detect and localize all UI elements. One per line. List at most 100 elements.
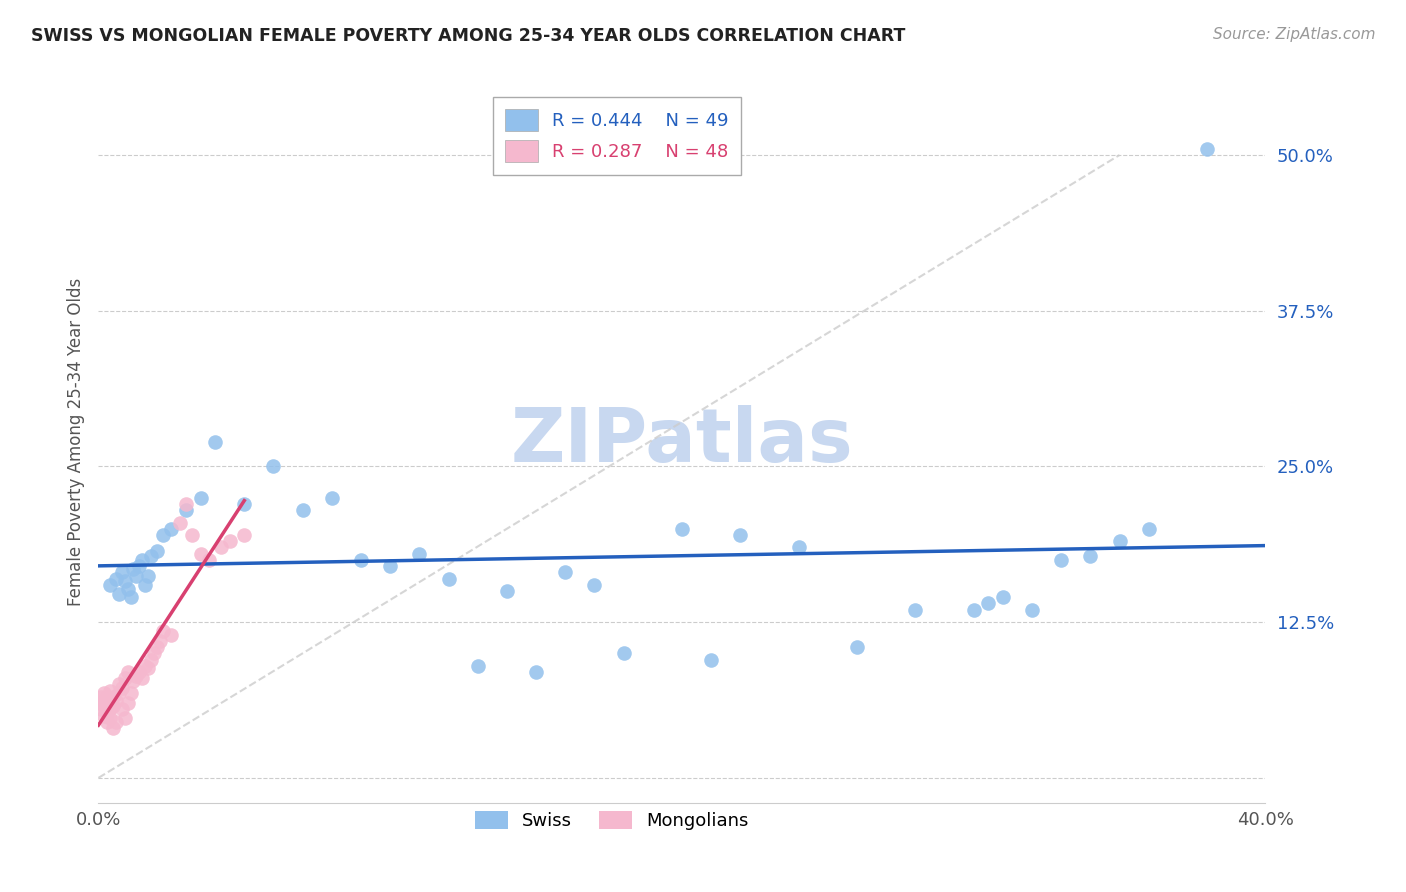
- Point: [730, 528, 752, 542]
- Point: [1137, 522, 1160, 536]
- Point: [111, 566, 134, 580]
- Point: [98, 578, 121, 592]
- Y-axis label: Female Poverty Among 25-34 Year Olds: Female Poverty Among 25-34 Year Olds: [66, 277, 84, 606]
- Point: [114, 671, 136, 685]
- Point: [136, 569, 159, 583]
- Point: [96, 706, 118, 720]
- Point: [120, 591, 142, 605]
- Point: [1195, 142, 1218, 156]
- Point: [142, 646, 165, 660]
- Point: [152, 624, 174, 638]
- Point: [846, 640, 869, 654]
- Point: [408, 547, 430, 561]
- Point: [700, 652, 723, 666]
- Point: [122, 673, 145, 688]
- Point: [180, 528, 202, 542]
- Point: [108, 586, 131, 600]
- Point: [128, 559, 150, 574]
- Point: [93, 708, 115, 723]
- Point: [209, 541, 232, 555]
- Point: [96, 696, 118, 710]
- Point: [104, 714, 127, 729]
- Point: [1050, 553, 1073, 567]
- Point: [117, 696, 139, 710]
- Point: [233, 528, 256, 542]
- Point: [111, 681, 134, 696]
- Point: [1108, 534, 1130, 549]
- Point: [146, 640, 169, 654]
- Point: [104, 572, 127, 586]
- Point: [204, 434, 226, 449]
- Point: [128, 665, 150, 679]
- Point: [146, 544, 169, 558]
- Text: Source: ZipAtlas.com: Source: ZipAtlas.com: [1212, 27, 1375, 42]
- Point: [152, 528, 174, 542]
- Point: [98, 683, 121, 698]
- Point: [787, 541, 810, 555]
- Point: [98, 711, 121, 725]
- Point: [114, 574, 136, 588]
- Point: [134, 658, 156, 673]
- Point: [117, 665, 139, 679]
- Point: [291, 503, 314, 517]
- Point: [139, 549, 162, 563]
- Point: [101, 721, 124, 735]
- Point: [101, 690, 124, 704]
- Point: [190, 547, 212, 561]
- Point: [321, 491, 343, 505]
- Point: [583, 578, 606, 592]
- Point: [174, 503, 197, 517]
- Text: ZIPatlas: ZIPatlas: [510, 405, 853, 478]
- Point: [93, 693, 115, 707]
- Point: [122, 561, 145, 575]
- Point: [131, 671, 153, 685]
- Point: [218, 534, 240, 549]
- Point: [380, 559, 402, 574]
- Point: [98, 702, 121, 716]
- Point: [524, 665, 547, 679]
- Point: [149, 633, 172, 648]
- Point: [93, 698, 115, 713]
- Point: [120, 686, 142, 700]
- Point: [467, 658, 489, 673]
- Point: [96, 714, 118, 729]
- Point: [125, 669, 148, 683]
- Point: [904, 603, 927, 617]
- Point: [117, 582, 139, 596]
- Point: [962, 603, 984, 617]
- Point: [90, 702, 112, 716]
- Point: [1080, 549, 1102, 563]
- Point: [174, 497, 197, 511]
- Point: [125, 569, 148, 583]
- Point: [160, 522, 183, 536]
- Point: [139, 652, 162, 666]
- Legend: Swiss, Mongolians: Swiss, Mongolians: [468, 804, 756, 837]
- Point: [134, 578, 156, 592]
- Point: [977, 597, 1000, 611]
- Point: [1021, 603, 1043, 617]
- Point: [991, 591, 1014, 605]
- Point: [350, 553, 373, 567]
- Point: [671, 522, 693, 536]
- Point: [93, 686, 115, 700]
- Point: [111, 702, 134, 716]
- Point: [160, 627, 183, 641]
- Point: [101, 698, 124, 713]
- Point: [108, 677, 131, 691]
- Point: [496, 584, 519, 599]
- Point: [198, 553, 221, 567]
- Text: SWISS VS MONGOLIAN FEMALE POVERTY AMONG 25-34 YEAR OLDS CORRELATION CHART: SWISS VS MONGOLIAN FEMALE POVERTY AMONG …: [31, 27, 905, 45]
- Point: [90, 696, 112, 710]
- Point: [136, 661, 159, 675]
- Point: [262, 459, 284, 474]
- Point: [104, 693, 127, 707]
- Point: [90, 690, 112, 704]
- Point: [554, 566, 576, 580]
- Point: [612, 646, 634, 660]
- Point: [190, 491, 212, 505]
- Point: [114, 711, 136, 725]
- Point: [108, 686, 131, 700]
- Point: [437, 572, 460, 586]
- Point: [131, 553, 153, 567]
- Point: [96, 690, 118, 704]
